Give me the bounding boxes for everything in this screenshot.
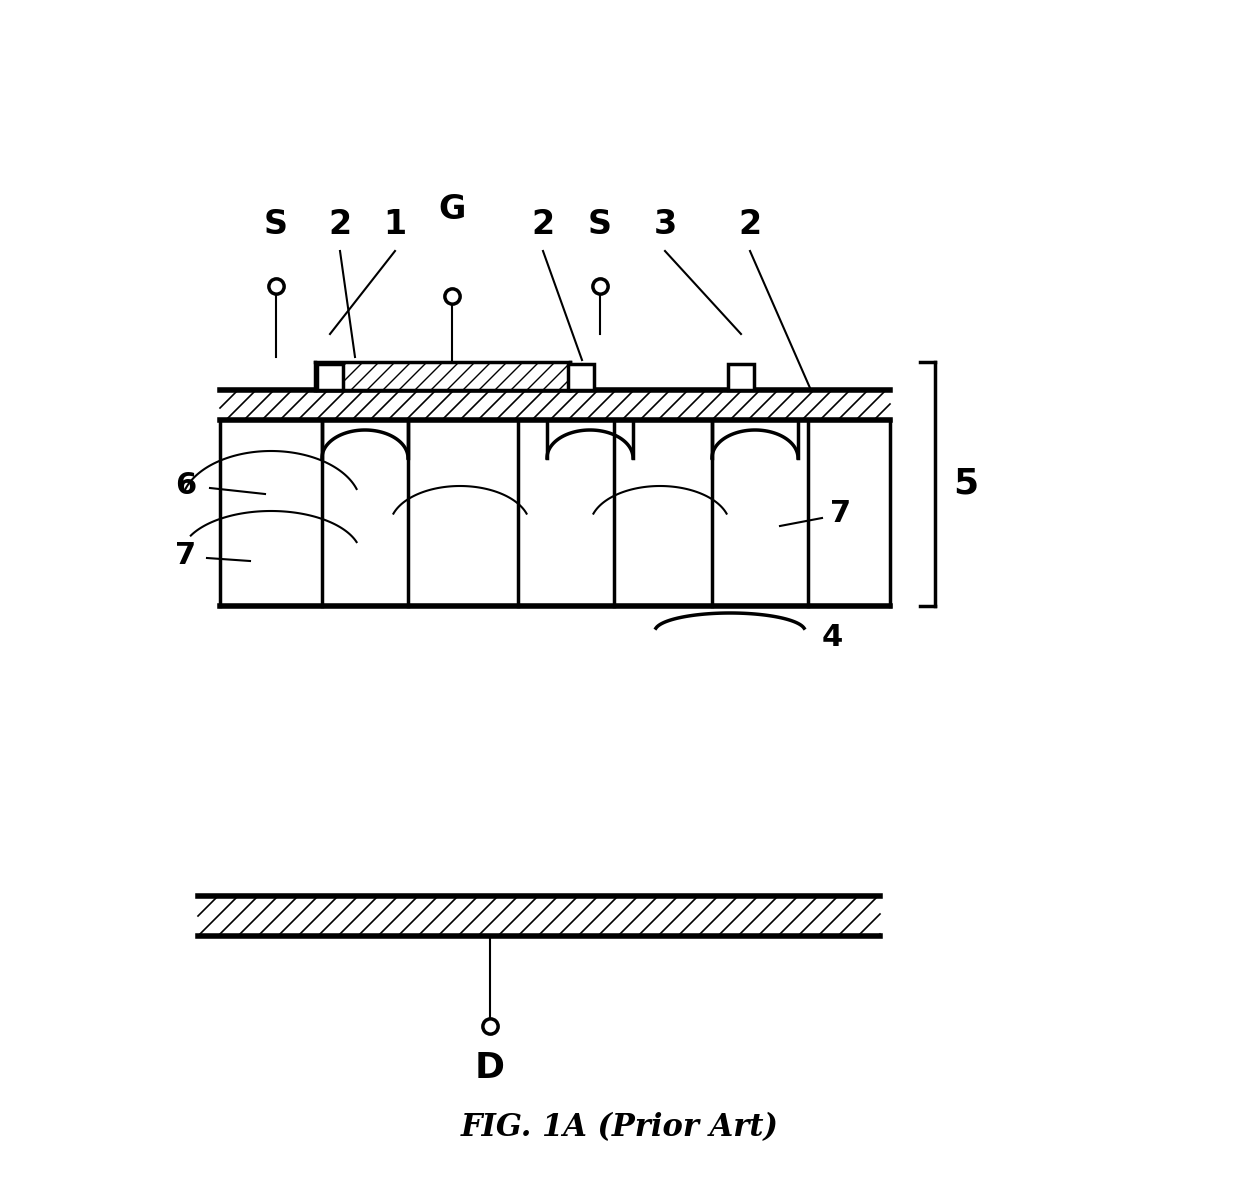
Text: 6: 6 — [175, 472, 196, 500]
Text: 2: 2 — [532, 208, 554, 241]
Text: S: S — [264, 208, 288, 241]
Text: 7: 7 — [175, 542, 196, 570]
Text: 3: 3 — [653, 208, 677, 241]
Text: 7: 7 — [830, 499, 851, 529]
Bar — [568, 364, 594, 390]
Text: D: D — [475, 1051, 505, 1085]
Bar — [728, 364, 754, 390]
Text: 2: 2 — [739, 208, 761, 241]
Text: S: S — [588, 208, 613, 241]
Text: 2: 2 — [329, 208, 352, 241]
Text: FIG. 1A (Prior Art): FIG. 1A (Prior Art) — [461, 1112, 779, 1143]
Text: 1: 1 — [383, 208, 407, 241]
Text: 5: 5 — [954, 467, 978, 500]
Text: G: G — [438, 193, 466, 227]
Bar — [317, 364, 343, 390]
Text: 4: 4 — [822, 624, 843, 652]
